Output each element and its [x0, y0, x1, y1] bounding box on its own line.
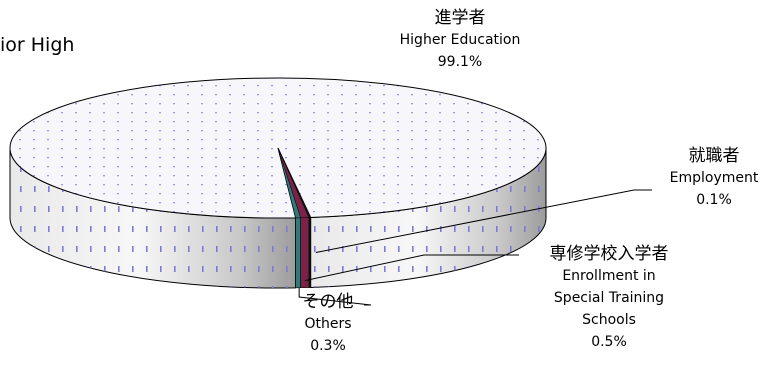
- slice-label-en: Enrollment in: [562, 268, 656, 284]
- leader-lines: [298, 189, 652, 306]
- slice-value-label: 0.3%: [310, 338, 346, 354]
- slice-label-higher-education: 進学者 Higher Education 99.1%: [360, 7, 560, 73]
- slice-label-en: Employment: [669, 170, 759, 186]
- slice-label-special-training: 専修学校入学者 Enrollment in Special Training S…: [519, 243, 699, 353]
- slice-label-jp: 専修学校入学者: [549, 244, 669, 264]
- slice-value-label: 0.1%: [696, 192, 732, 208]
- leader-line-special-training: [304, 254, 519, 282]
- slice-label-jp: その他: [302, 292, 354, 312]
- slice-label-others: その他 Others 0.3%: [278, 291, 378, 357]
- leader-line-others: [298, 287, 372, 306]
- slice-side-pattern: [310, 148, 546, 288]
- slice-top-1: [277, 147, 312, 218]
- slice-side-1: [308, 217, 312, 288]
- slice-side-pattern: [10, 148, 296, 289]
- leader-line-employment: [315, 189, 652, 253]
- slice-side-3: [295, 217, 301, 289]
- slice-side-2: [300, 217, 310, 289]
- slice-value-label: 99.1%: [437, 54, 483, 70]
- slice-label-en: Special Training: [553, 290, 665, 306]
- slice-label-jp: 就職者: [688, 146, 740, 166]
- slice-label-en: Schools: [582, 312, 636, 328]
- pie-layer: [9, 77, 547, 289]
- slice-value-label: 0.5%: [591, 334, 627, 350]
- slice-label-employment: 就職者 Employment 0.1%: [652, 145, 776, 211]
- chart-title: ior High: [0, 34, 75, 56]
- slice-label-en: Others: [304, 316, 352, 332]
- slice-label-en: Higher Education: [399, 32, 521, 48]
- slice-label-jp: 進学者: [434, 8, 486, 28]
